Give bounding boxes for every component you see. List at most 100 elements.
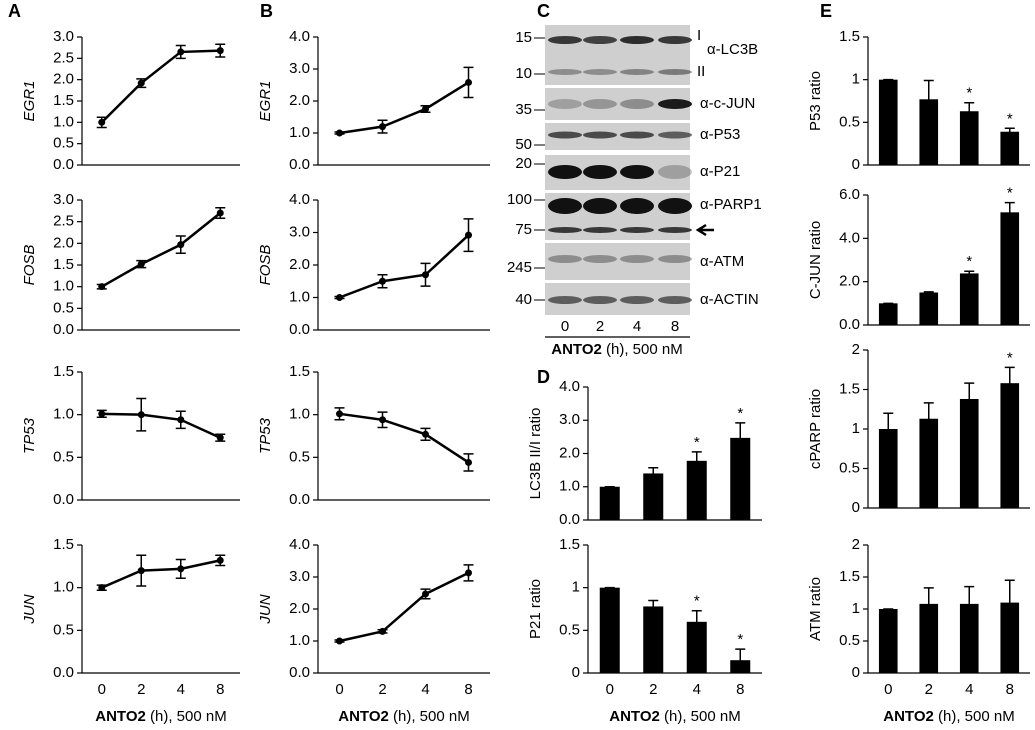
- chart: 0.0 2.0 4.0 6.0 C-JUN ratio * *: [807, 185, 1030, 333]
- series-line: [101, 559, 221, 589]
- y-tick-label: 0.0: [839, 316, 860, 333]
- x-tick-label: 4: [177, 681, 185, 698]
- blot-band: [658, 165, 692, 179]
- lane-label: 0: [561, 318, 569, 335]
- y-tick-label: 0.5: [839, 459, 860, 476]
- blot-band: [583, 165, 617, 179]
- y-tick-label: 3.0: [559, 411, 580, 428]
- x-axis-label-rest: (h), 500 nM: [393, 708, 470, 725]
- x-axis-label: ANTO2 (h), 500 nM: [95, 708, 226, 725]
- y-tick-label: 1: [852, 71, 860, 88]
- mw-marker: 75: [515, 221, 532, 238]
- point: [216, 47, 224, 55]
- antibody-label: α-ACTIN: [700, 291, 759, 308]
- y-axis-label: JUN: [21, 594, 38, 624]
- x-axis-label-rest: (h), 500 nM: [150, 708, 227, 725]
- blot-band: [658, 69, 692, 75]
- point: [216, 209, 224, 217]
- y-axis-label: EGR1: [21, 81, 38, 122]
- lane-label: 4: [633, 318, 641, 335]
- point: [98, 584, 106, 592]
- point: [379, 416, 386, 424]
- error-bar: [923, 79, 934, 119]
- y-tick-label: 1.5: [839, 380, 860, 397]
- series-line: [101, 412, 221, 439]
- point: [465, 231, 472, 239]
- y-tick-label: 1.5: [839, 568, 860, 585]
- x-axis-label: ANTO2 (h), 500 nM: [883, 708, 1014, 725]
- bar: [878, 429, 898, 508]
- mw-marker: 40: [515, 291, 532, 308]
- blot-band: [620, 131, 654, 139]
- y-tick-label: 2.0: [839, 273, 860, 290]
- y-tick-label: 0.0: [53, 664, 74, 681]
- point: [98, 118, 106, 126]
- y-tick-label: 2: [852, 341, 860, 358]
- x-axis-label-rest: (h), 500 nM: [938, 708, 1015, 725]
- y-axis-label: FOSB: [257, 245, 274, 286]
- point: [422, 430, 429, 438]
- blot-band: [620, 36, 654, 44]
- antibody-label: α-ATM: [700, 253, 744, 270]
- y-tick-label: 0.0: [289, 664, 310, 681]
- point: [422, 105, 429, 113]
- y-tick-label: 0.5: [53, 135, 74, 152]
- point: [465, 78, 472, 86]
- y-axis-label: C-JUN ratio: [807, 221, 824, 299]
- y-tick-label: 0.0: [559, 511, 580, 528]
- antibody-label: II: [697, 63, 705, 80]
- blot-band: [658, 99, 692, 109]
- x-axis-label-bold: ANTO2: [338, 708, 389, 725]
- bar: [1000, 383, 1020, 508]
- y-tick-label: 3.0: [289, 568, 310, 585]
- bar: [1000, 212, 1020, 325]
- significance: *: [737, 405, 743, 422]
- x-axis-label: ANTO2 (h), 500 nM: [338, 708, 469, 725]
- blot-band: [583, 255, 617, 263]
- bar: [878, 79, 898, 165]
- significance: *: [966, 253, 972, 270]
- bar: [643, 606, 664, 673]
- significance: *: [694, 593, 700, 610]
- blot-band: [548, 165, 582, 179]
- y-axis-label: TP53: [257, 417, 274, 454]
- y-tick-label: 1: [852, 420, 860, 437]
- y-tick-label: 0: [852, 156, 860, 173]
- chart: 0.0 0.5 1.0 1.5 TP53: [21, 363, 240, 508]
- x-axis-label: ANTO2 (h), 500 nM: [609, 708, 740, 725]
- chart: 0 0.5 1 1.5 P21 ratio 0 2 4 8 ANTO2 (h), 500 nM * *: [527, 536, 762, 725]
- bar: [919, 418, 939, 508]
- blot-band: [548, 198, 582, 214]
- y-axis-label: FOSB: [21, 245, 38, 286]
- chart: 0 0.5 1 1.5 2 ATM ratio 0 2 4 8 ANTO2 (h), 500 nM: [807, 536, 1030, 725]
- x-axis-label-bold: ANTO2: [883, 708, 934, 725]
- x-tick-label: 8: [1006, 681, 1014, 698]
- x-tick-label: 4: [421, 681, 429, 698]
- panel-label: C: [537, 1, 550, 21]
- panel-label: D: [537, 367, 550, 387]
- error-bar: [648, 467, 659, 480]
- antibody-label: I: [697, 27, 701, 44]
- chart: 0 0.5 1 1.5 2 cPARP ratio *: [807, 341, 1030, 516]
- x-axis-label-rest: (h), 500 nM: [664, 708, 741, 725]
- antibody-label: α-P53: [700, 126, 740, 143]
- x-tick-label: 8: [216, 681, 224, 698]
- point: [98, 410, 106, 418]
- y-tick-label: 0.0: [53, 156, 74, 173]
- y-tick-label: 1.0: [53, 278, 74, 295]
- bar: [643, 473, 664, 520]
- bar: [878, 609, 898, 673]
- y-axis-label: EGR1: [257, 81, 274, 122]
- y-tick-label: 3.0: [289, 223, 310, 240]
- blot-band: [583, 131, 617, 139]
- y-tick-label: 0.5: [839, 113, 860, 130]
- chart: 0.0 0.5 1.0 1.5 TP53: [257, 363, 490, 508]
- blot-band: [620, 227, 654, 233]
- blot-band: [583, 69, 617, 75]
- y-tick-label: 2.0: [53, 234, 74, 251]
- bar: [599, 486, 620, 520]
- significance: *: [966, 85, 972, 102]
- arrow: [695, 223, 714, 237]
- point: [465, 458, 472, 466]
